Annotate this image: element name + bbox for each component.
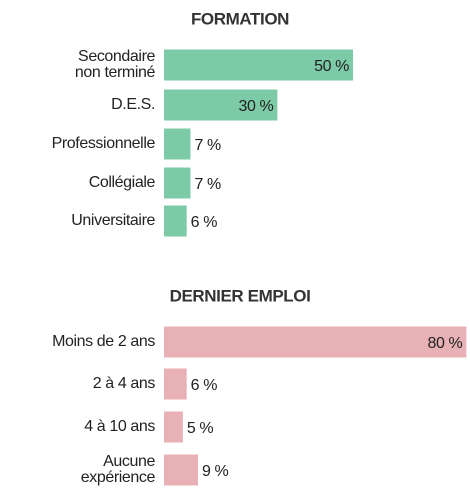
chart-title: DERNIER EMPLOI <box>170 286 311 305</box>
bar <box>164 205 187 237</box>
value-label: 9 % <box>202 463 229 480</box>
bar <box>164 326 467 358</box>
bar <box>164 49 353 81</box>
category-label: D.E.S. <box>111 96 155 113</box>
category-label: 4 à 10 ans <box>84 418 155 435</box>
bar <box>164 368 187 400</box>
value-label: 7 % <box>194 137 221 154</box>
value-label: 6 % <box>191 214 218 231</box>
category-label: 2 à 4 ans <box>93 375 156 392</box>
value-label: 5 % <box>187 420 214 437</box>
category-label: Aucune expérience <box>81 453 156 486</box>
category-label: Collégiale <box>89 174 156 191</box>
bar <box>164 128 191 160</box>
value-label: 30 % <box>239 98 274 115</box>
category-label: Secondaire non terminé <box>75 48 156 81</box>
value-label: 50 % <box>314 58 349 75</box>
value-label: 7 % <box>194 176 221 193</box>
bar <box>164 89 278 121</box>
value-label: 6 % <box>191 377 218 394</box>
category-label: Professionnelle <box>52 135 156 152</box>
bar <box>164 411 183 443</box>
category-label: Universitaire <box>71 212 155 229</box>
bar <box>164 167 191 199</box>
category-label: Moins de 2 ans <box>52 333 155 350</box>
chart-title: FORMATION <box>191 9 289 28</box>
bar <box>164 454 199 486</box>
value-label: 80 % <box>428 335 463 352</box>
